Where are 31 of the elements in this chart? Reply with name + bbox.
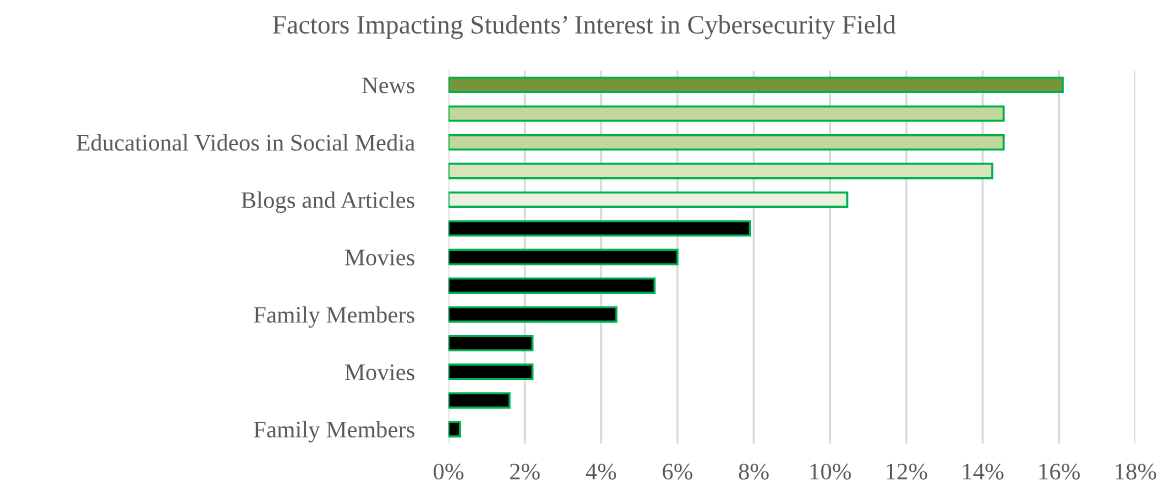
bar: [448, 76, 1064, 94]
x-tick-label: 2%: [510, 463, 540, 480]
bar: [448, 334, 534, 352]
bar: [448, 363, 534, 381]
bar: [448, 306, 618, 323]
x-tick-label: 8%: [738, 463, 769, 480]
x-tick-label: 16%: [1039, 463, 1080, 480]
y-tick-label: Blogs and Articles: [241, 191, 415, 213]
bar: [448, 134, 1005, 151]
x-tick-label: 12%: [886, 463, 928, 480]
bar: [448, 220, 751, 237]
bar: [448, 277, 656, 294]
y-tick-label: Educational Videos in Social Media: [76, 134, 415, 151]
bar: [448, 420, 461, 438]
bar: [448, 392, 511, 409]
x-tick-label: 0%: [433, 463, 464, 480]
chart-title: Factors Impacting Students’ Interest in Cybersecurity Field: [272, 15, 896, 40]
x-tick-label: 14%: [963, 463, 1004, 480]
x-tick-label: 10%: [810, 463, 851, 480]
bar: [448, 162, 994, 180]
y-tick-label: News: [362, 77, 415, 94]
y-tick-label: Movies: [345, 249, 415, 266]
y-tick-label: Family Members: [253, 420, 415, 443]
bar: [448, 248, 679, 266]
bar: [448, 191, 849, 208]
y-tick-label: Movies: [345, 364, 415, 381]
bar: [448, 105, 1005, 122]
x-tick-label: 4%: [585, 463, 617, 480]
x-tick-label: 6%: [662, 463, 693, 480]
y-tick-label: Family Members: [253, 306, 415, 328]
x-tick-label: 18%: [1115, 463, 1157, 480]
